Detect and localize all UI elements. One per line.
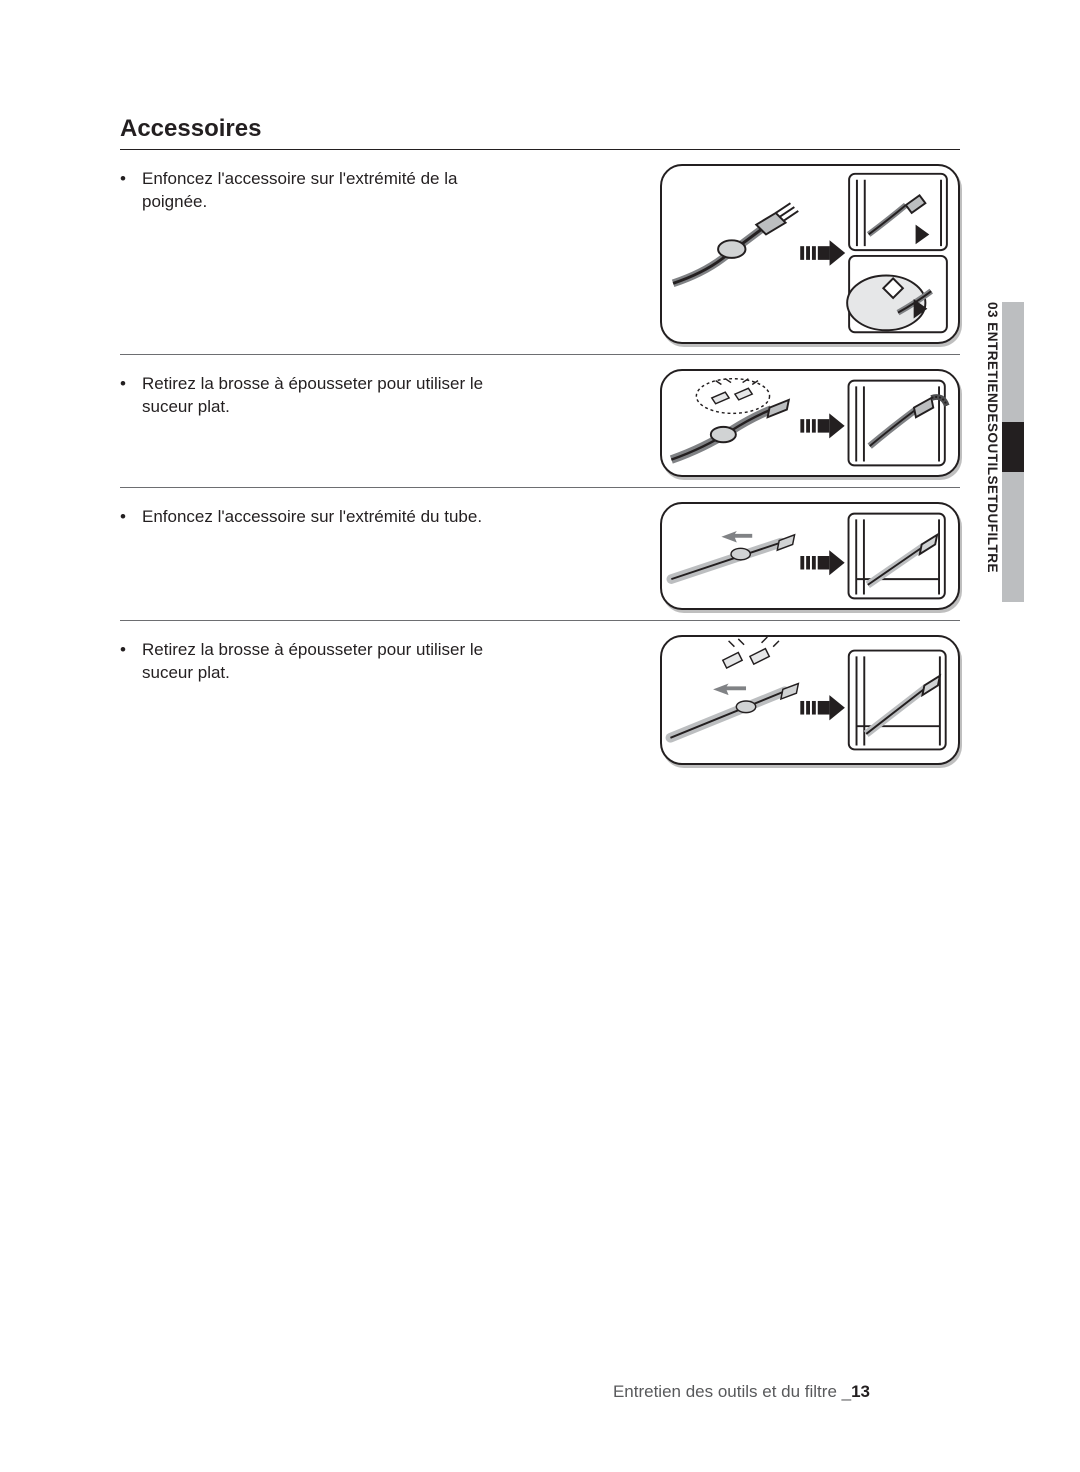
divider xyxy=(120,354,960,355)
bullet-icon: • xyxy=(120,168,142,191)
text-column: • Enfoncez l'accessoire sur l'extrémité … xyxy=(120,164,520,214)
bullet-text: Retirez la brosse à épousseter pour util… xyxy=(142,373,520,419)
bullet-icon: • xyxy=(120,506,142,529)
accessory-illustration xyxy=(660,502,960,610)
illustration-column xyxy=(520,502,960,610)
chapter-tab: 03 ENTRETIENDESOUTILSETDUFILTRE xyxy=(980,302,1024,602)
tab-label: 03 ENTRETIENDESOUTILSETDUFILTRE xyxy=(982,302,1000,602)
bullet-icon: • xyxy=(120,639,142,662)
tab-bg-dark xyxy=(1002,422,1024,472)
bullet-text: Retirez la brosse à épousseter pour util… xyxy=(142,639,520,685)
bullet-item: • Enfoncez l'accessoire sur l'extrémité … xyxy=(120,506,520,529)
accessory-illustration xyxy=(660,635,960,765)
text-column: • Retirez la brosse à épousseter pour ut… xyxy=(120,635,520,685)
text-column: • Retirez la brosse à épousseter pour ut… xyxy=(120,369,520,419)
bullet-text: Enfoncez l'accessoire sur l'extrémité du… xyxy=(142,506,482,529)
section-title: Accessoires xyxy=(120,115,960,143)
illustration-column xyxy=(520,164,960,344)
divider xyxy=(120,487,960,488)
accessory-row: • Enfoncez l'accessoire sur l'extrémité … xyxy=(120,502,960,610)
accessory-row: • Retirez la brosse à épousseter pour ut… xyxy=(120,635,960,765)
footer-chapter: Entretien des outils et du filtre _ xyxy=(613,1382,851,1401)
divider xyxy=(120,620,960,621)
accessory-illustration xyxy=(660,164,960,344)
page-number: 13 xyxy=(851,1382,870,1401)
manual-page: Accessoires • Enfoncez l'accessoire sur … xyxy=(0,0,1080,1472)
accessory-row: • Enfoncez l'accessoire sur l'extrémité … xyxy=(120,164,960,344)
text-column: • Enfoncez l'accessoire sur l'extrémité … xyxy=(120,502,520,529)
title-rule xyxy=(120,149,960,150)
illustration-column xyxy=(520,635,960,765)
bullet-item: • Retirez la brosse à épousseter pour ut… xyxy=(120,639,520,685)
bullet-item: • Retirez la brosse à épousseter pour ut… xyxy=(120,373,520,419)
bullet-text: Enfoncez l'accessoire sur l'extrémité de… xyxy=(142,168,520,214)
bullet-icon: • xyxy=(120,373,142,396)
bullet-item: • Enfoncez l'accessoire sur l'extrémité … xyxy=(120,168,520,214)
accessory-illustration xyxy=(660,369,960,477)
tab-number: 03 xyxy=(985,302,1000,318)
page-footer: Entretien des outils et du filtre _13 xyxy=(613,1382,870,1402)
accessory-row: • Retirez la brosse à épousseter pour ut… xyxy=(120,369,960,477)
tab-text: ENTRETIENDESOUTILSETDUFILTRE xyxy=(985,322,1000,573)
illustration-column xyxy=(520,369,960,477)
